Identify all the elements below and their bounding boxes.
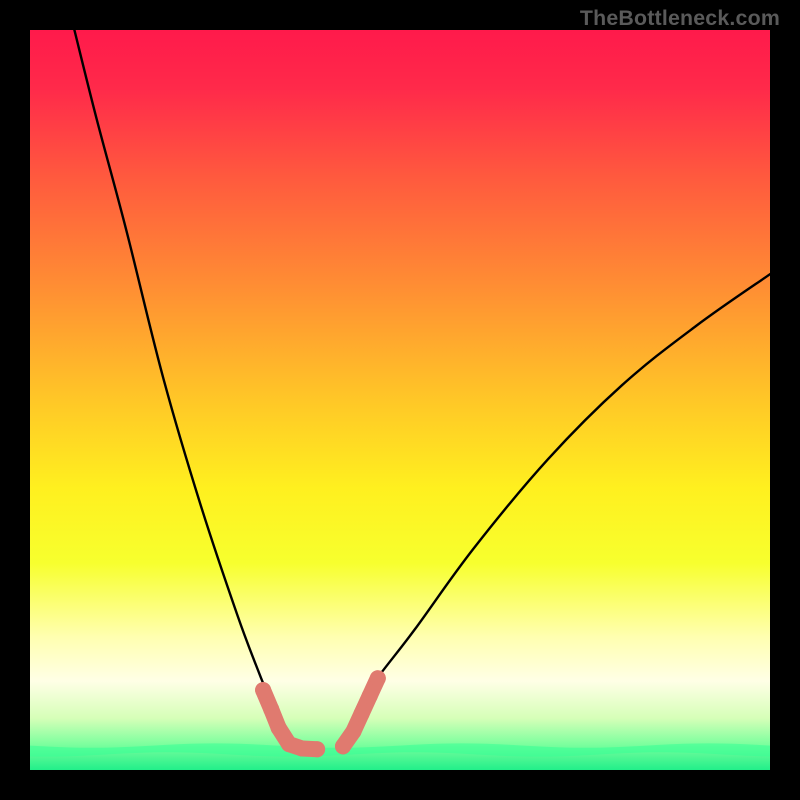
- coral-marker: [309, 741, 325, 757]
- coral-marker: [294, 741, 310, 757]
- coral-marker: [345, 724, 361, 740]
- coral-marker: [370, 670, 386, 686]
- coral-marker: [354, 706, 370, 722]
- gradient-background: [30, 30, 770, 770]
- chart-frame: TheBottleneck.com: [0, 0, 800, 800]
- chart-svg: [30, 30, 770, 770]
- coral-marker: [271, 720, 287, 736]
- coral-marker: [263, 701, 279, 717]
- plot-area: [30, 30, 770, 770]
- coral-marker: [335, 738, 351, 754]
- watermark-text: TheBottleneck.com: [580, 6, 780, 31]
- coral-marker: [255, 682, 271, 698]
- coral-marker: [362, 688, 378, 704]
